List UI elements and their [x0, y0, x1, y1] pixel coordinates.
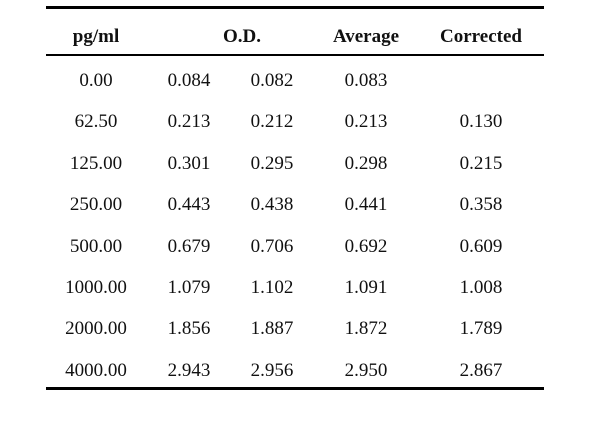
table-top-rule: [46, 6, 544, 9]
cell-conc: 125.00: [69, 153, 123, 174]
header-concentration: pg/ml: [72, 26, 120, 47]
cell-avg: 0.441: [344, 194, 388, 215]
cell-corr: 0.358: [459, 194, 503, 215]
cell-conc: 250.00: [69, 194, 123, 215]
cell-od2: 0.082: [250, 70, 294, 91]
cell-conc: 0.00: [79, 70, 113, 91]
cell-corr: 0.215: [459, 153, 503, 174]
cell-conc: 500.00: [69, 236, 123, 257]
table-header-rule: [46, 54, 544, 56]
header-corrected: Corrected: [440, 26, 522, 47]
cell-od1: 1.856: [167, 318, 211, 339]
cell-od2: 0.295: [250, 153, 294, 174]
table-bottom-rule: [46, 387, 544, 390]
cell-avg: 1.091: [344, 277, 388, 298]
cell-conc: 62.50: [74, 111, 118, 132]
cell-avg: 0.213: [344, 111, 388, 132]
header-od: O.D.: [223, 26, 261, 47]
cell-corr: 2.867: [459, 360, 503, 381]
header-average: Average: [332, 26, 400, 47]
cell-od2: 1.102: [250, 277, 294, 298]
cell-od1: 0.679: [167, 236, 211, 257]
cell-od2: 2.956: [250, 360, 294, 381]
cell-corr: 1.789: [459, 318, 503, 339]
cell-od1: 0.443: [167, 194, 211, 215]
cell-corr: 1.008: [459, 277, 503, 298]
cell-avg: 0.298: [344, 153, 388, 174]
cell-od2: 0.706: [250, 236, 294, 257]
cell-avg: 0.083: [344, 70, 388, 91]
cell-od1: 0.084: [167, 70, 211, 91]
cell-od1: 2.943: [167, 360, 211, 381]
cell-avg: 0.692: [344, 236, 388, 257]
cell-conc: 1000.00: [65, 277, 127, 298]
cell-conc: 2000.00: [65, 318, 127, 339]
cell-od1: 0.301: [167, 153, 211, 174]
cell-corr: 0.609: [459, 236, 503, 257]
cell-od2: 1.887: [250, 318, 294, 339]
cell-avg: 1.872: [344, 318, 388, 339]
cell-od1: 0.213: [167, 111, 211, 132]
cell-corr: 0.130: [459, 111, 503, 132]
cell-od2: 0.212: [250, 111, 294, 132]
cell-avg: 2.950: [344, 360, 388, 381]
cell-od2: 0.438: [250, 194, 294, 215]
cell-od1: 1.079: [167, 277, 211, 298]
cell-conc: 4000.00: [65, 360, 127, 381]
standard-curve-table: pg/ml O.D. Average Corrected 0.00 0.084 0.…: [46, 6, 544, 390]
